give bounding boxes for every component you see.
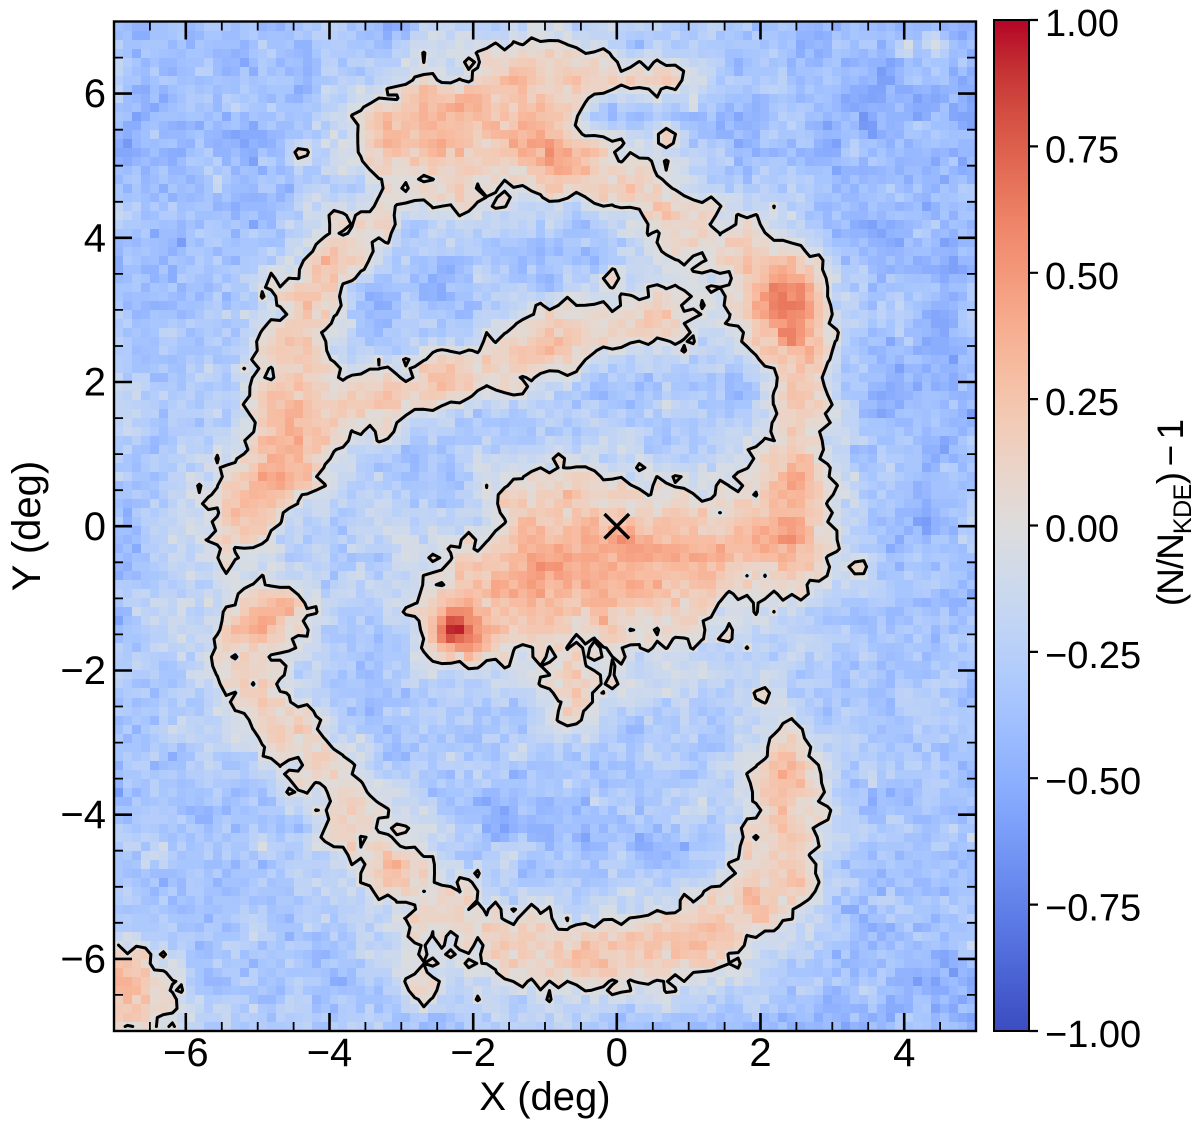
svg-text:−2: −2: [60, 649, 106, 693]
svg-text:X (deg): X (deg): [479, 1075, 610, 1119]
svg-text:0: 0: [606, 1031, 628, 1075]
svg-text:−4: −4: [60, 793, 106, 837]
svg-text:−0.50: −0.50: [1045, 761, 1141, 803]
svg-text:2: 2: [84, 361, 106, 405]
svg-text:2: 2: [749, 1031, 771, 1075]
svg-text:−4: −4: [307, 1031, 353, 1075]
svg-text:−0.75: −0.75: [1045, 888, 1141, 930]
svg-text:−6: −6: [60, 937, 106, 981]
svg-text:4: 4: [84, 216, 106, 260]
svg-text:4: 4: [893, 1031, 915, 1075]
svg-text:−1.00: −1.00: [1045, 1014, 1141, 1056]
svg-text:1.00: 1.00: [1045, 3, 1119, 45]
svg-text:0.75: 0.75: [1045, 129, 1119, 171]
svg-text:Y (deg): Y (deg): [5, 461, 49, 591]
svg-text:−0.25: −0.25: [1045, 635, 1141, 677]
svg-text:0.25: 0.25: [1045, 382, 1119, 424]
svg-text:0.50: 0.50: [1045, 256, 1119, 298]
svg-text:0: 0: [84, 505, 106, 549]
svg-text:−2: −2: [450, 1031, 496, 1075]
svg-text:0.00: 0.00: [1045, 509, 1119, 551]
svg-text:−6: −6: [163, 1031, 209, 1075]
svg-text:6: 6: [84, 72, 106, 116]
